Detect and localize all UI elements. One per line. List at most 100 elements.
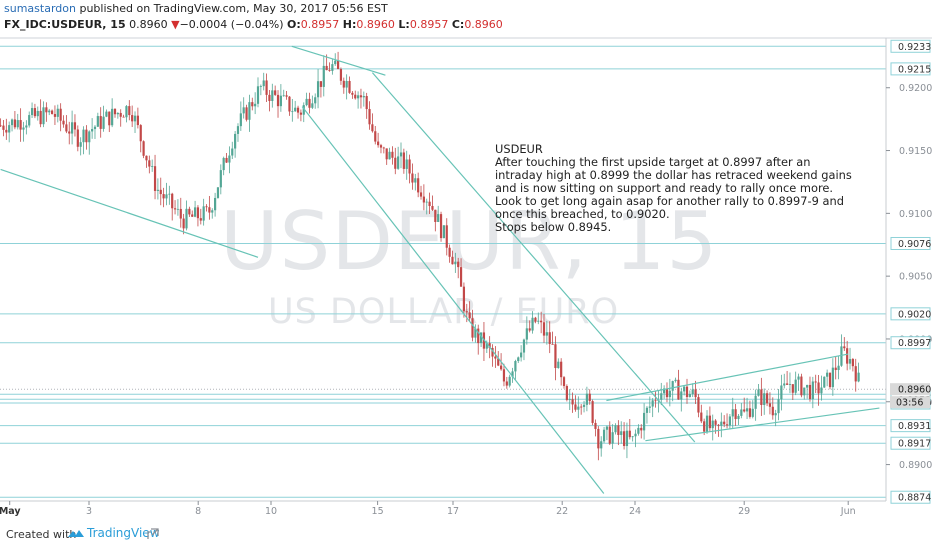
x-tick-label: 3 [86, 506, 92, 517]
candle-body [577, 406, 580, 410]
candle-body [254, 103, 257, 107]
candle-body [494, 356, 497, 359]
candle-body [611, 432, 614, 444]
candle-body [826, 372, 829, 377]
candle-body [442, 225, 445, 239]
candle-body [185, 208, 188, 229]
candle-body [522, 339, 526, 353]
candle-body [468, 312, 471, 319]
candle-body [211, 210, 214, 213]
candle-body [637, 427, 640, 434]
candle-body [405, 159, 408, 169]
publish-line: sumastardon published on TradingView.com… [4, 2, 388, 15]
candle-body [605, 426, 609, 430]
candle-body [454, 261, 457, 265]
candle-body [451, 256, 454, 265]
share-icon[interactable] [146, 527, 160, 541]
candle-body [50, 110, 54, 114]
candle-body [368, 109, 371, 125]
candle-body [296, 107, 300, 113]
candle-body [182, 218, 185, 229]
candle-body [113, 108, 117, 115]
candle-body [168, 193, 171, 195]
x-tick-label: 8 [195, 506, 201, 517]
candle-body [391, 151, 394, 158]
candle-body [534, 317, 537, 322]
candle-body [745, 408, 749, 412]
candle-body [580, 406, 583, 408]
candle-body [714, 420, 717, 425]
created-with-label: Created with [6, 528, 77, 541]
trendline-lower-left-support [0, 168, 259, 258]
price-chart[interactable]: 0.92000.91500.91000.90500.90000.89500.89… [0, 36, 932, 520]
level-price-label: 0.9233 [898, 42, 931, 53]
candle-body [285, 95, 288, 97]
candle-body [459, 267, 463, 287]
candle-body [125, 106, 128, 118]
candle-body [683, 386, 686, 392]
candle-body [234, 133, 237, 149]
candle-body [540, 320, 543, 323]
candle-body [700, 412, 703, 422]
level-price-tag [890, 419, 931, 433]
level-price-tag [890, 307, 931, 321]
candle-body [854, 366, 857, 382]
candle-body [105, 111, 108, 117]
candle-body [148, 160, 151, 167]
candle-body [96, 116, 99, 127]
candle-body [660, 393, 663, 400]
candle-body [222, 157, 225, 171]
candle-body [122, 116, 125, 118]
candle-body [16, 120, 19, 128]
candle-body [743, 409, 746, 412]
candle-body [271, 90, 274, 101]
candle-body [0, 125, 2, 127]
candle-body [228, 155, 231, 163]
candle-body [731, 409, 734, 417]
candle-body [236, 126, 240, 134]
candle-body [179, 208, 182, 219]
candle-body [79, 142, 82, 147]
candle-body [843, 346, 846, 349]
candle-body [268, 94, 271, 101]
tradingview-link[interactable]: TradingView [68, 526, 160, 540]
candle-body [408, 159, 411, 174]
candle-body [602, 429, 606, 442]
candle-body [834, 367, 837, 371]
candle-body [411, 173, 414, 183]
candle-body [314, 97, 317, 104]
candle-body [645, 407, 649, 413]
down-arrow-icon: ▼ [171, 18, 180, 31]
candle-body [88, 131, 91, 143]
candle-body [751, 408, 754, 417]
candle-body [800, 376, 803, 396]
ticker-symbol[interactable]: FX_IDC:USDEUR, 15 [4, 18, 126, 31]
candle-body [282, 95, 285, 97]
candle-body [757, 389, 760, 396]
candle-body [159, 189, 162, 195]
candle-body [765, 393, 769, 404]
horizontal-levels [0, 45, 886, 498]
candle-body [377, 141, 380, 146]
candle-body [334, 60, 337, 65]
candle-body [806, 384, 809, 388]
candle-body [840, 346, 843, 366]
candle-body [725, 424, 729, 426]
candle-body [462, 286, 466, 312]
candle-body [846, 348, 849, 364]
x-tick-label: 17 [447, 506, 459, 517]
candle-body [734, 409, 737, 420]
candle-body [322, 65, 325, 87]
candle-body [248, 102, 251, 120]
candle-body [508, 376, 511, 386]
candle-body [13, 119, 16, 128]
candle-body [457, 261, 460, 268]
author-link[interactable]: sumastardon [4, 2, 76, 15]
candle-body [311, 103, 314, 108]
note-line: After touching the first upside target a… [495, 155, 811, 169]
candle-body [537, 320, 540, 322]
candle-body [399, 152, 403, 157]
candle-body [45, 107, 48, 113]
y-tick-label: 0.9150 [899, 146, 932, 157]
candle-body [723, 421, 726, 425]
